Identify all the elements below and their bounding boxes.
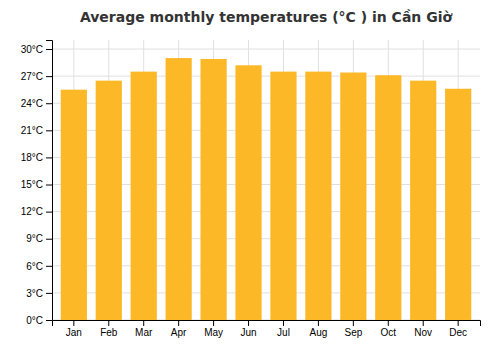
y-tick: 6°C (26, 261, 52, 272)
bar (61, 90, 87, 320)
y-tick: 15°C (21, 179, 52, 190)
x-tick-label: Apr (171, 327, 187, 338)
y-tick-mark (46, 293, 52, 294)
x-tick: Oct (381, 320, 397, 338)
y-axis: 0°C 3°C 6°C 9°C 12°C 15°C 18°C 21°C 24°C 27°C 30°C (21, 41, 53, 326)
y-tick-label: 0°C (26, 315, 43, 326)
bar (200, 59, 226, 320)
y-tick: 24°C (21, 98, 52, 109)
x-tick: Nov (414, 320, 432, 338)
x-tick-mark (458, 320, 459, 326)
bar (270, 72, 296, 320)
x-tick-label: Jan (66, 327, 82, 338)
y-tick-mark (46, 266, 52, 267)
y-tick: 21°C (21, 125, 52, 136)
x-tick-label: Aug (310, 327, 328, 338)
y-tick-mark (46, 49, 52, 50)
bar (131, 72, 157, 320)
x-tick: Jan (66, 320, 82, 338)
x-tick-label: Jul (277, 327, 290, 338)
x-axis-line (53, 321, 481, 327)
y-tick-label: 18°C (21, 152, 43, 163)
y-tick-label: 30°C (21, 44, 43, 55)
bar (166, 58, 192, 320)
x-tick: Jun (240, 320, 256, 338)
bar (375, 75, 401, 320)
y-tick-mark (46, 320, 52, 321)
y-tick: 3°C (26, 288, 52, 299)
y-tick-label: 21°C (21, 125, 43, 136)
x-tick-mark (353, 320, 354, 326)
plot-area (61, 58, 472, 320)
title: Average monthly temperatures (°C ) in Cầ… (80, 9, 453, 25)
bar (340, 73, 366, 320)
y-tick-mark (46, 157, 52, 158)
y-tick: 18°C (21, 152, 52, 163)
y-tick-mark (46, 130, 52, 131)
y-tick-mark (46, 212, 52, 213)
y-tick-label: 24°C (21, 98, 43, 109)
y-tick: 12°C (21, 206, 52, 217)
y-tick-mark (46, 185, 52, 186)
grid-line-y (52, 76, 480, 77)
x-tick-label: May (204, 327, 223, 338)
y-tick-mark (46, 103, 52, 104)
x-tick-label: Sep (344, 327, 362, 338)
y-tick: 30°C (21, 44, 52, 55)
y-tick: 9°C (26, 233, 52, 244)
x-tick: Feb (100, 320, 118, 338)
x-tick-mark (423, 320, 424, 326)
x-tick-mark (178, 320, 179, 326)
y-tick: 0°C (26, 315, 52, 326)
bar (445, 89, 471, 320)
x-tick-label: Dec (449, 327, 467, 338)
bar (235, 65, 261, 320)
x-tick-mark (318, 320, 319, 326)
x-tick-label: Mar (135, 327, 153, 338)
x-tick-label: Oct (381, 327, 397, 338)
x-axis: Jan Feb Mar Apr May Jun Jul Aug Sep Oct Nov Dec (53, 320, 481, 338)
y-tick-mark (46, 76, 52, 77)
x-tick-mark (248, 320, 249, 326)
x-tick: Jul (277, 320, 290, 338)
y-tick-label: 27°C (21, 71, 43, 82)
y-tick-label: 6°C (26, 261, 43, 272)
y-tick-mark (46, 239, 52, 240)
y-tick-label: 15°C (21, 179, 43, 190)
x-tick: Sep (344, 320, 362, 338)
x-tick-mark (213, 320, 214, 326)
bar (305, 72, 331, 320)
y-axis-line (46, 41, 53, 321)
x-tick: May (204, 320, 223, 338)
x-tick: Apr (171, 320, 187, 338)
x-tick-label: Nov (414, 327, 432, 338)
x-tick: Dec (449, 320, 467, 338)
grid-line-y (52, 49, 480, 50)
x-tick-label: Jun (240, 327, 256, 338)
x-tick-mark (108, 320, 109, 326)
x-tick: Mar (135, 320, 153, 338)
grid (52, 40, 480, 320)
y-tick-label: 12°C (21, 206, 43, 217)
x-tick-mark (283, 320, 284, 326)
x-tick-mark (73, 320, 74, 326)
y-tick-label: 9°C (26, 233, 43, 244)
chart: 0°C 3°C 6°C 9°C 12°C 15°C 18°C 21°C 24°C 27°C 30°C… (0, 0, 500, 350)
bar (96, 81, 122, 320)
y-tick-label: 3°C (26, 288, 43, 299)
bar (410, 81, 436, 320)
y-tick: 27°C (21, 71, 52, 82)
x-tick-mark (388, 320, 389, 326)
x-tick-mark (143, 320, 144, 326)
x-tick: Aug (310, 320, 328, 338)
x-tick-label: Feb (100, 327, 118, 338)
